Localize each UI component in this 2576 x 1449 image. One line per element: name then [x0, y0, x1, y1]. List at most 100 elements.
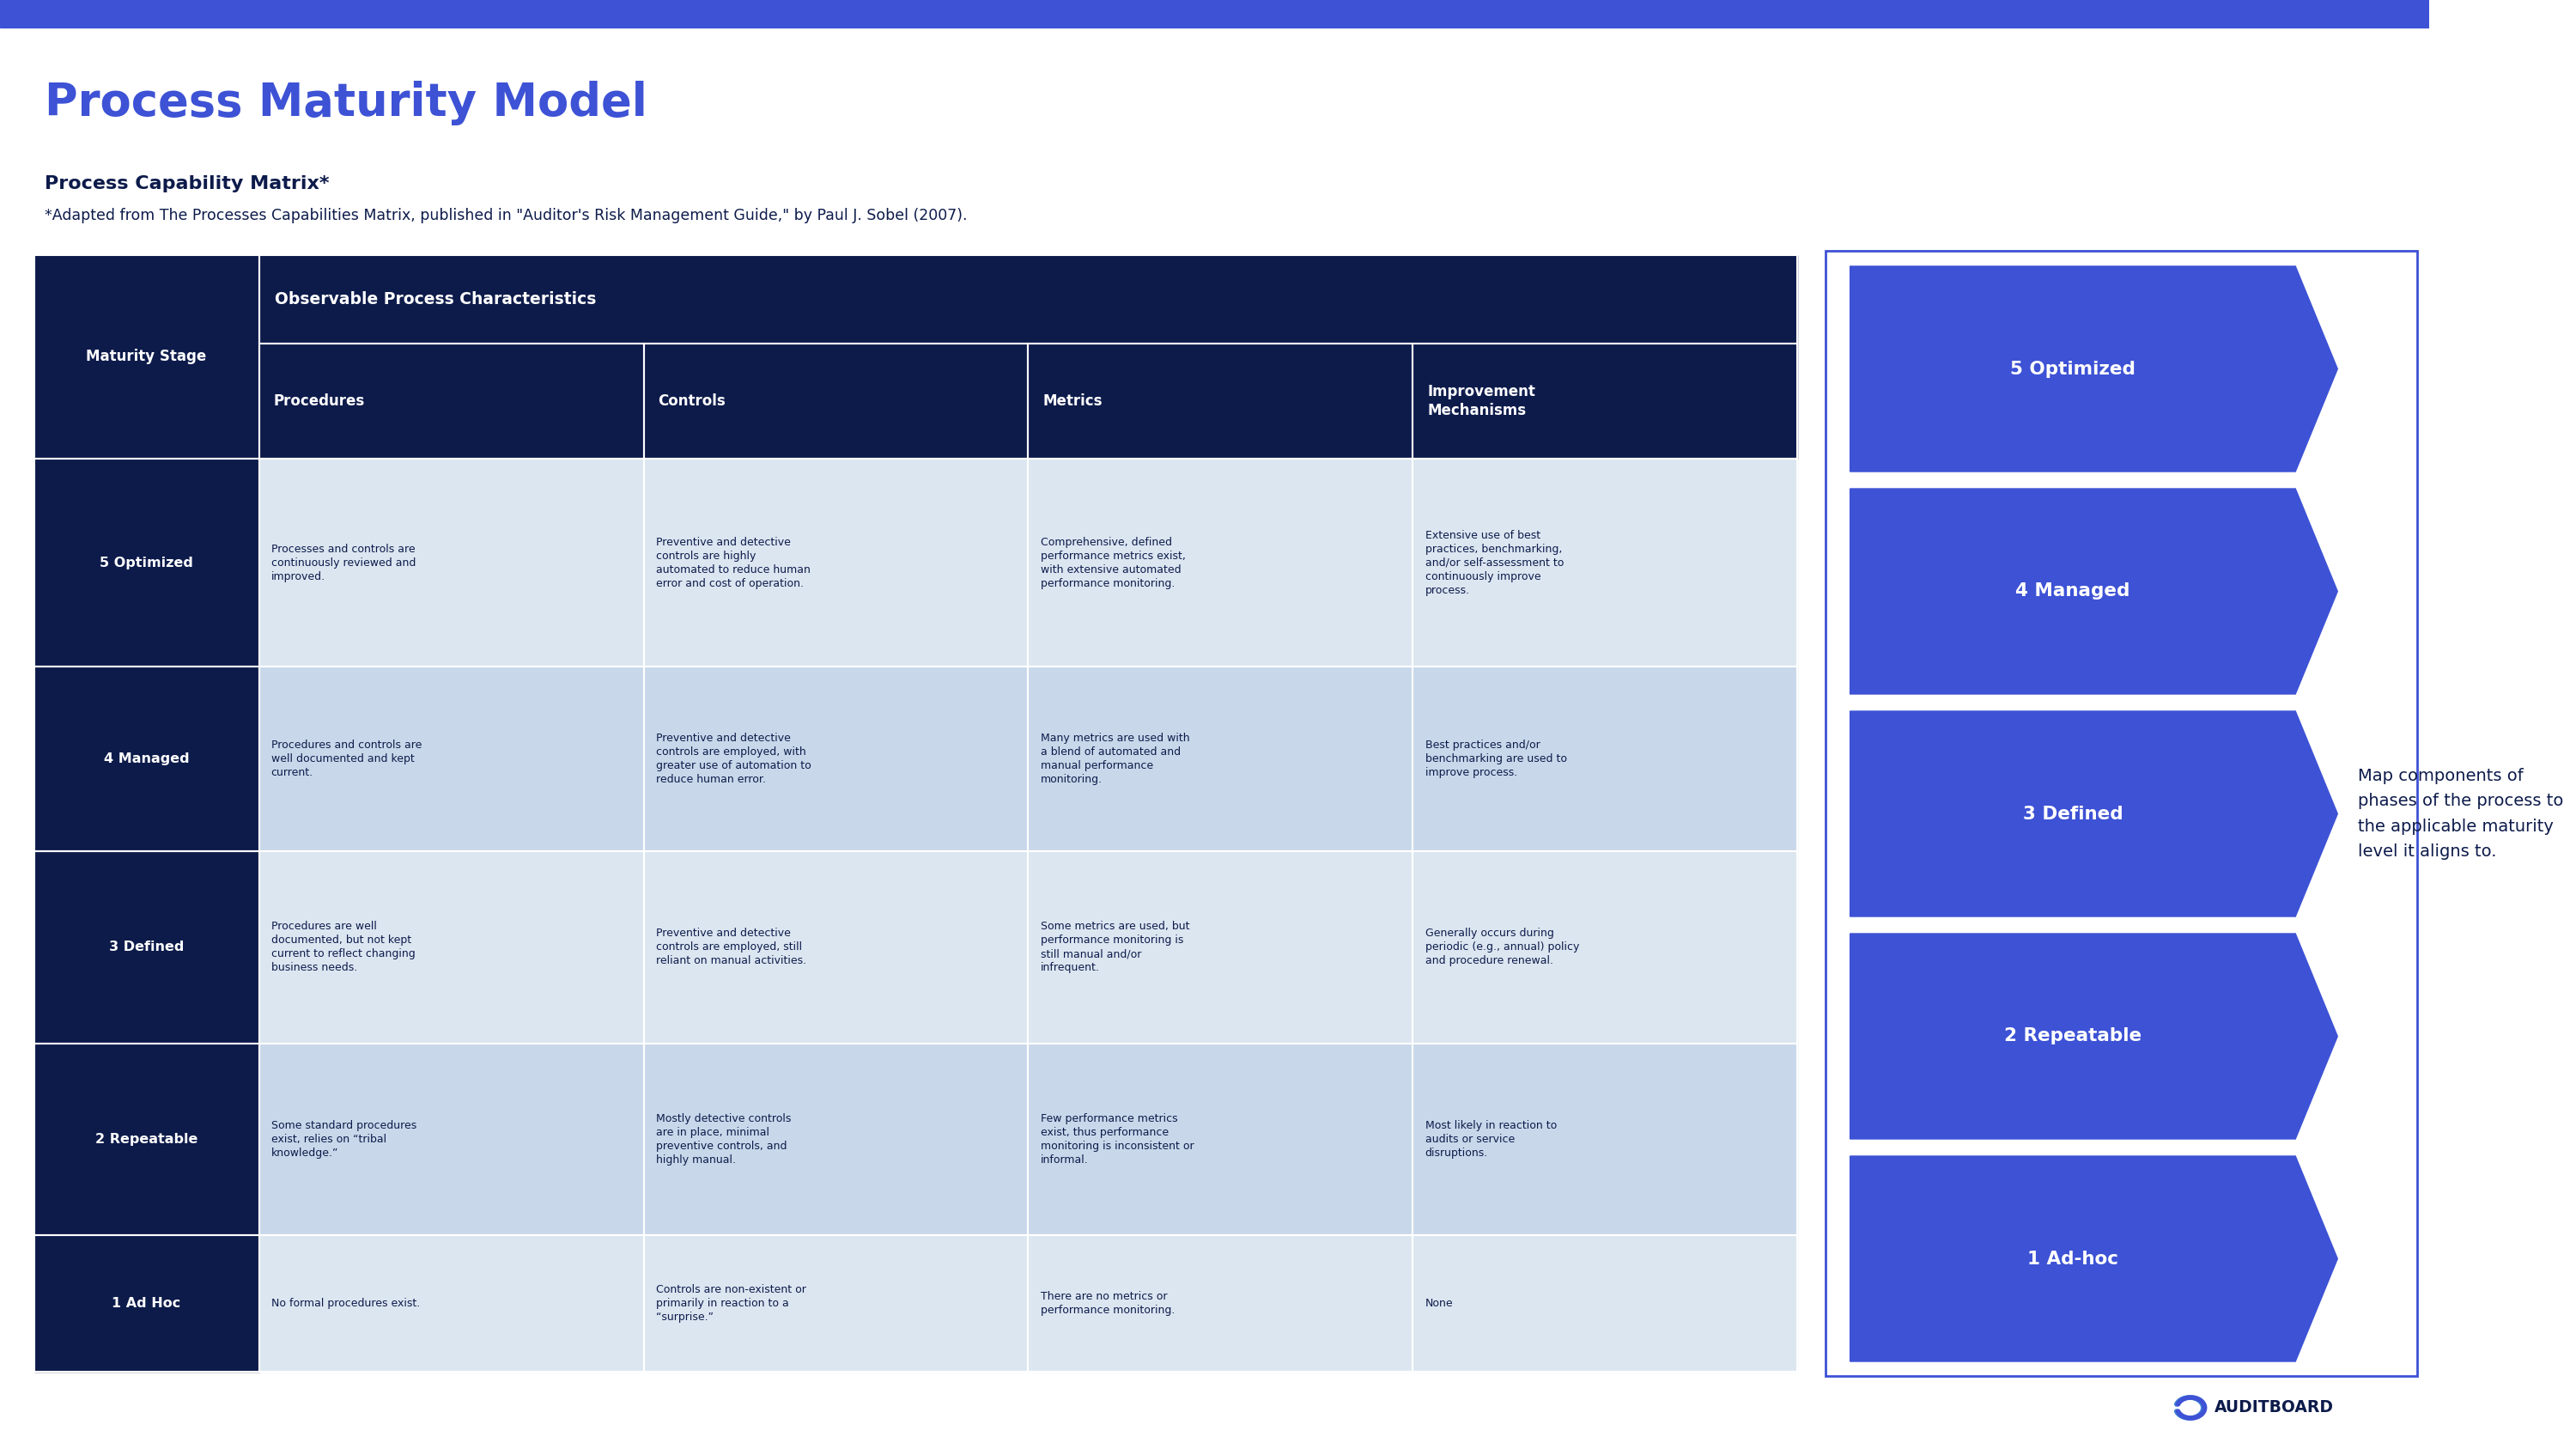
Text: 2 Repeatable: 2 Repeatable — [95, 1133, 198, 1146]
Bar — [1028, 667, 1412, 851]
Bar — [260, 851, 644, 1043]
Bar — [260, 255, 1798, 343]
Bar — [644, 851, 1028, 1043]
Text: 5 Optimized: 5 Optimized — [2009, 361, 2136, 378]
Bar — [644, 1236, 1028, 1372]
Text: *Adapted from The Processes Capabilities Matrix, published in "Auditor's Risk Ma: *Adapted from The Processes Capabilities… — [44, 207, 966, 223]
Polygon shape — [1850, 933, 2336, 1139]
Bar — [644, 343, 1028, 458]
Text: Extensive use of best
practices, benchmarking,
and/or self-assessment to
continu: Extensive use of best practices, benchma… — [1425, 530, 1564, 596]
Bar — [644, 851, 1028, 1043]
Bar — [260, 343, 644, 458]
Bar — [1028, 851, 1412, 1043]
Bar — [33, 667, 260, 851]
Bar — [1028, 343, 1412, 458]
Polygon shape — [1850, 1156, 2336, 1362]
Bar — [260, 458, 644, 667]
Text: Procedures: Procedures — [273, 393, 366, 409]
Bar — [33, 1236, 260, 1372]
Bar — [1412, 851, 1798, 1043]
Text: 3 Defined: 3 Defined — [2022, 806, 2123, 823]
Bar — [1028, 458, 1412, 667]
Bar — [33, 458, 260, 667]
Bar — [260, 851, 644, 1043]
Bar — [33, 255, 260, 458]
Text: Process Maturity Model: Process Maturity Model — [44, 81, 647, 126]
Text: Controls: Controls — [659, 393, 726, 409]
Bar — [644, 458, 1028, 667]
Bar — [33, 1043, 260, 1236]
Bar — [260, 667, 644, 851]
Text: 2 Repeatable: 2 Repeatable — [2004, 1027, 2141, 1045]
Bar — [1826, 251, 2416, 1377]
Bar — [1412, 667, 1798, 851]
Bar — [1028, 458, 1412, 667]
Bar — [33, 458, 260, 667]
Text: Preventive and detective
controls are employed, still
reliant on manual activiti: Preventive and detective controls are em… — [657, 927, 806, 966]
Bar — [260, 458, 644, 667]
Bar — [644, 667, 1028, 851]
Bar — [1412, 667, 1798, 851]
Polygon shape — [1850, 711, 2336, 916]
Text: 4 Managed: 4 Managed — [103, 752, 188, 765]
Polygon shape — [1850, 267, 2336, 471]
Bar — [1412, 851, 1798, 1043]
Text: 1 Ad Hoc: 1 Ad Hoc — [111, 1297, 180, 1310]
Bar — [33, 851, 260, 1043]
Bar — [260, 1043, 644, 1236]
Text: Process Capability Matrix*: Process Capability Matrix* — [44, 175, 330, 193]
Bar — [1412, 458, 1798, 667]
Text: Observable Process Characteristics: Observable Process Characteristics — [276, 291, 598, 307]
Text: Controls are non-existent or
primarily in reaction to a
“surprise.”: Controls are non-existent or primarily i… — [657, 1284, 806, 1323]
Bar — [260, 667, 644, 851]
Bar — [33, 1043, 260, 1236]
Text: Preventive and detective
controls are employed, with
greater use of automation t: Preventive and detective controls are em… — [657, 733, 811, 785]
Bar — [644, 1236, 1028, 1372]
Bar — [1028, 1043, 1412, 1236]
Text: Many metrics are used with
a blend of automated and
manual performance
monitorin: Many metrics are used with a blend of au… — [1041, 733, 1190, 785]
Text: AUDITBOARD: AUDITBOARD — [2215, 1400, 2334, 1416]
Text: Procedures are well
documented, but not kept
current to reflect changing
busines: Procedures are well documented, but not … — [270, 922, 415, 974]
Circle shape — [2184, 1403, 2195, 1413]
Bar — [33, 1236, 260, 1372]
Text: Most likely in reaction to
audits or service
disruptions.: Most likely in reaction to audits or ser… — [1425, 1120, 1556, 1159]
Text: 1 Ad-hoc: 1 Ad-hoc — [2027, 1250, 2117, 1268]
Text: Best practices and/or
benchmarking are used to
improve process.: Best practices and/or benchmarking are u… — [1425, 739, 1566, 778]
Bar — [260, 255, 1798, 343]
Bar — [644, 458, 1028, 667]
Bar — [1028, 1236, 1412, 1372]
Bar — [644, 667, 1028, 851]
Bar — [260, 343, 644, 458]
Text: Mostly detective controls
are in place, minimal
preventive controls, and
highly : Mostly detective controls are in place, … — [657, 1113, 791, 1165]
Text: Maturity Stage: Maturity Stage — [85, 349, 206, 365]
Text: Generally occurs during
periodic (e.g., annual) policy
and procedure renewal.: Generally occurs during periodic (e.g., … — [1425, 927, 1579, 966]
Bar — [260, 1236, 644, 1372]
Bar — [1412, 1236, 1798, 1372]
Bar — [1412, 1236, 1798, 1372]
Bar — [1028, 1236, 1412, 1372]
Bar — [1412, 458, 1798, 667]
Text: No formal procedures exist.: No formal procedures exist. — [270, 1298, 420, 1310]
Text: Map components of
phases of the process to
the applicable maturity
level it alig: Map components of phases of the process … — [2357, 768, 2563, 861]
Text: 3 Defined: 3 Defined — [108, 940, 183, 953]
Text: Some metrics are used, but
performance monitoring is
still manual and/or
infrequ: Some metrics are used, but performance m… — [1041, 922, 1190, 974]
Text: Comprehensive, defined
performance metrics exist,
with extensive automated
perfo: Comprehensive, defined performance metri… — [1041, 536, 1185, 588]
Text: None: None — [1425, 1298, 1453, 1310]
Bar — [0, 0, 2429, 28]
Bar — [33, 851, 260, 1043]
Bar — [1028, 1043, 1412, 1236]
Text: 4 Managed: 4 Managed — [2014, 582, 2130, 600]
Text: Processes and controls are
continuously reviewed and
improved.: Processes and controls are continuously … — [270, 543, 415, 582]
Bar — [1412, 343, 1798, 458]
Bar — [644, 1043, 1028, 1236]
Bar — [1028, 667, 1412, 851]
Bar — [1028, 851, 1412, 1043]
Bar — [1412, 1043, 1798, 1236]
Bar — [1412, 343, 1798, 458]
Text: Improvement
Mechanisms: Improvement Mechanisms — [1427, 384, 1535, 419]
Text: Few performance metrics
exist, thus performance
monitoring is inconsistent or
in: Few performance metrics exist, thus perf… — [1041, 1113, 1193, 1165]
Polygon shape — [1850, 488, 2336, 694]
Text: Preventive and detective
controls are highly
automated to reduce human
error and: Preventive and detective controls are hi… — [657, 536, 811, 588]
Bar — [33, 667, 260, 851]
Text: Procedures and controls are
well documented and kept
current.: Procedures and controls are well documen… — [270, 739, 422, 778]
